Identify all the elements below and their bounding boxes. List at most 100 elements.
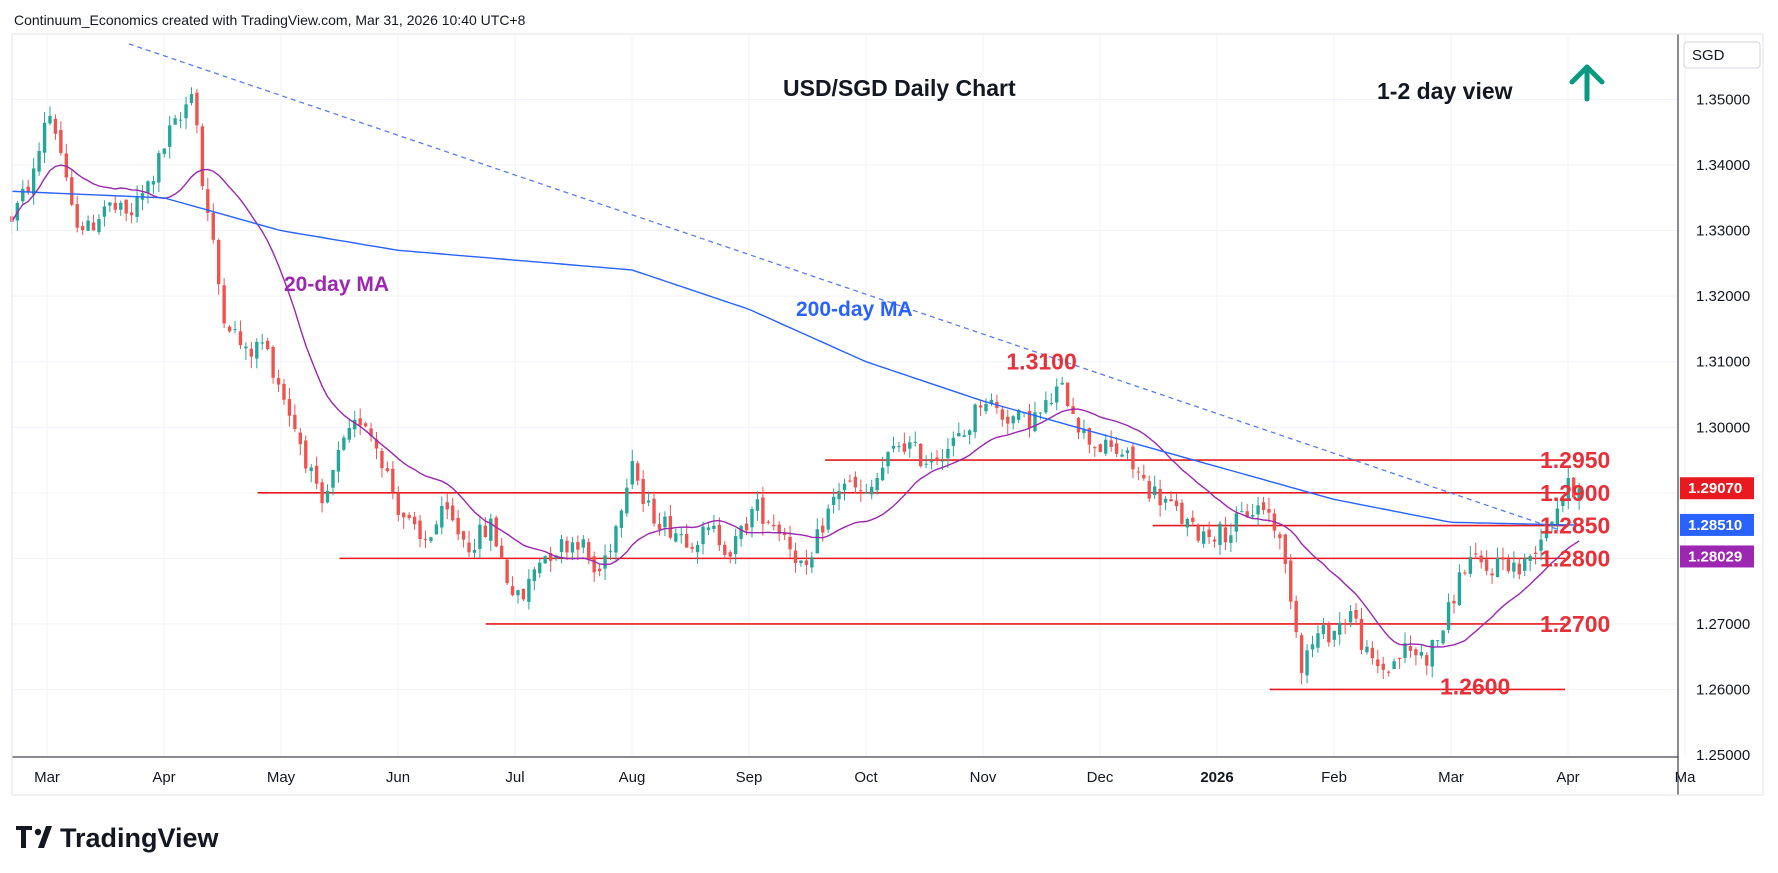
x-tick-label: Apr <box>1556 769 1579 786</box>
candle-body <box>129 212 134 216</box>
candle-body <box>924 463 928 465</box>
price-badge <box>1680 477 1754 500</box>
candle-body <box>1191 517 1195 522</box>
candle-body <box>782 533 787 536</box>
candle-body <box>1550 521 1554 526</box>
candle-body <box>1490 573 1494 576</box>
candle-body <box>581 539 585 548</box>
candle-body <box>1055 386 1059 403</box>
currency-label: SGD <box>1692 47 1725 64</box>
candle-body <box>772 524 776 527</box>
candle-body <box>913 441 917 443</box>
candle-body <box>1174 500 1179 507</box>
candle-body <box>891 445 896 449</box>
candle-body <box>668 516 673 538</box>
candle-body <box>1038 412 1043 414</box>
candle-body <box>37 150 41 172</box>
candle-body <box>380 450 384 469</box>
candle-body <box>1120 454 1124 457</box>
candle-body <box>151 181 156 185</box>
candle-body <box>516 590 520 596</box>
candle-body <box>353 419 357 430</box>
candle-body <box>124 199 128 214</box>
candle-body <box>260 342 264 344</box>
candle-body <box>1000 409 1005 420</box>
candle-body <box>744 523 749 531</box>
candle-body <box>1561 498 1565 507</box>
currency-selector[interactable] <box>1683 41 1761 69</box>
candle-body <box>1376 659 1380 667</box>
x-axis-ticks: Mar Apr May Jun Jul Aug Sep Oct Nov Dec 2026 Feb Mar… <box>34 769 1696 786</box>
up-arrow-icon <box>1569 64 1605 102</box>
candle-body <box>31 168 36 195</box>
candle-body <box>1555 508 1560 525</box>
candle-body <box>255 341 259 359</box>
candle-body <box>1049 403 1053 405</box>
candle-body <box>1278 534 1282 539</box>
candle-body <box>1093 447 1097 449</box>
chart-title: USD/SGD Daily Chart <box>783 75 1016 101</box>
x-tick-label: 2026 <box>1200 769 1233 786</box>
candle-body <box>1517 563 1521 575</box>
candle-body <box>646 500 651 503</box>
y-tick-label: 1.33000 <box>1696 223 1750 240</box>
ma200-line <box>11 190 1580 526</box>
candle-body <box>1523 558 1527 571</box>
candle-body <box>967 430 972 435</box>
x-tick-label: Dec <box>1087 769 1114 786</box>
candle-body <box>1169 499 1173 502</box>
candle-body <box>86 220 90 231</box>
candle-body <box>521 588 526 600</box>
candle-body <box>663 516 667 528</box>
y-tick-label: 1.32000 <box>1696 288 1750 305</box>
candle-body <box>314 465 319 484</box>
candle-body <box>902 443 907 452</box>
candle-body <box>135 197 139 217</box>
candle-body <box>761 497 765 524</box>
candle-body <box>597 568 602 572</box>
candle-body <box>1338 622 1342 635</box>
candle-body <box>113 202 117 210</box>
trendline-line <box>128 43 1569 534</box>
candle-body <box>957 432 961 437</box>
candle-body <box>766 521 771 523</box>
candle-body <box>1512 562 1516 572</box>
candle-body <box>206 189 210 213</box>
candle-body <box>1087 428 1092 445</box>
candle-body <box>1016 409 1021 420</box>
candle-body <box>1196 525 1200 541</box>
candle-body <box>674 533 678 542</box>
moving-averages <box>11 164 1580 648</box>
candle-body <box>271 346 275 378</box>
candle-body <box>222 285 226 324</box>
candle-body <box>1261 502 1266 510</box>
candle-body <box>1027 410 1032 429</box>
candle-body <box>1533 552 1538 554</box>
candle-body <box>347 427 351 440</box>
candle-body <box>70 177 74 205</box>
candle-body <box>184 104 188 119</box>
ma200-label: 200-day MA <box>796 298 913 321</box>
candle-body <box>733 536 738 555</box>
candle-body <box>804 560 809 565</box>
candle-body <box>1033 412 1037 432</box>
candle-body <box>1310 644 1315 650</box>
y-tick-label: 1.25000 <box>1696 747 1750 764</box>
candle-body <box>1370 647 1375 659</box>
candle-body <box>1218 523 1222 545</box>
candle-body <box>146 181 150 193</box>
level-label-1.3100: 1.3100 <box>1006 349 1076 375</box>
candle-body <box>1212 539 1217 542</box>
price-badge <box>1680 513 1754 536</box>
candle-body <box>1065 382 1070 406</box>
candle-body <box>282 383 286 400</box>
candle-body <box>1109 440 1113 447</box>
level-label-1.2800: 1.2800 <box>1540 545 1610 571</box>
candle-body <box>374 439 379 449</box>
candle-body <box>1501 557 1505 560</box>
candle-body <box>717 524 722 546</box>
candle-body <box>652 498 656 524</box>
candle-body <box>1392 661 1396 670</box>
ma20-line <box>11 164 1580 648</box>
candle-body <box>1327 623 1331 643</box>
